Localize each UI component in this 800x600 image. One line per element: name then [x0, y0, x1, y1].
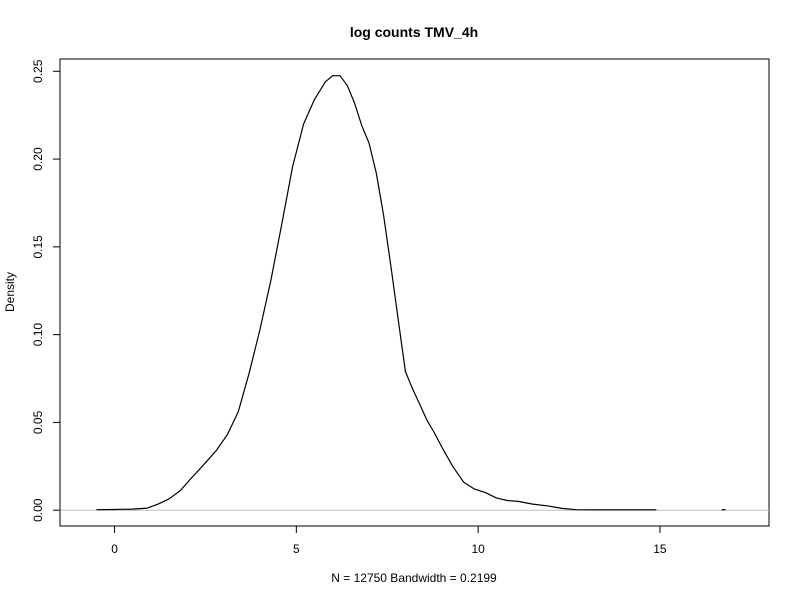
y-tick-label: 0.25: [31, 59, 45, 83]
x-axis: 0 5 10 15: [111, 525, 667, 556]
y-tick-label: 0.15: [31, 235, 45, 259]
y-tick-label: 0.05: [31, 410, 45, 434]
x-tick-label: 0: [111, 542, 118, 556]
y-tick-label: 0.00: [31, 498, 45, 522]
density-lines: [96, 75, 726, 511]
chart-title: log counts TMV_4h: [350, 24, 478, 40]
x-axis-label: N = 12750 Bandwidth = 0.2199: [331, 571, 497, 585]
x-tick-label: 10: [471, 542, 485, 556]
x-tick-label: 5: [293, 542, 300, 556]
y-tick-label: 0.10: [31, 323, 45, 347]
x-tick-label: 15: [653, 542, 667, 556]
y-axis-label: Density: [3, 272, 17, 312]
y-axis: 0.00 0.05 0.10 0.15 0.20 0.25: [31, 59, 61, 522]
density-curve: [96, 75, 657, 511]
y-tick-label: 0.20: [31, 147, 45, 171]
plot-frame: [59, 58, 770, 527]
